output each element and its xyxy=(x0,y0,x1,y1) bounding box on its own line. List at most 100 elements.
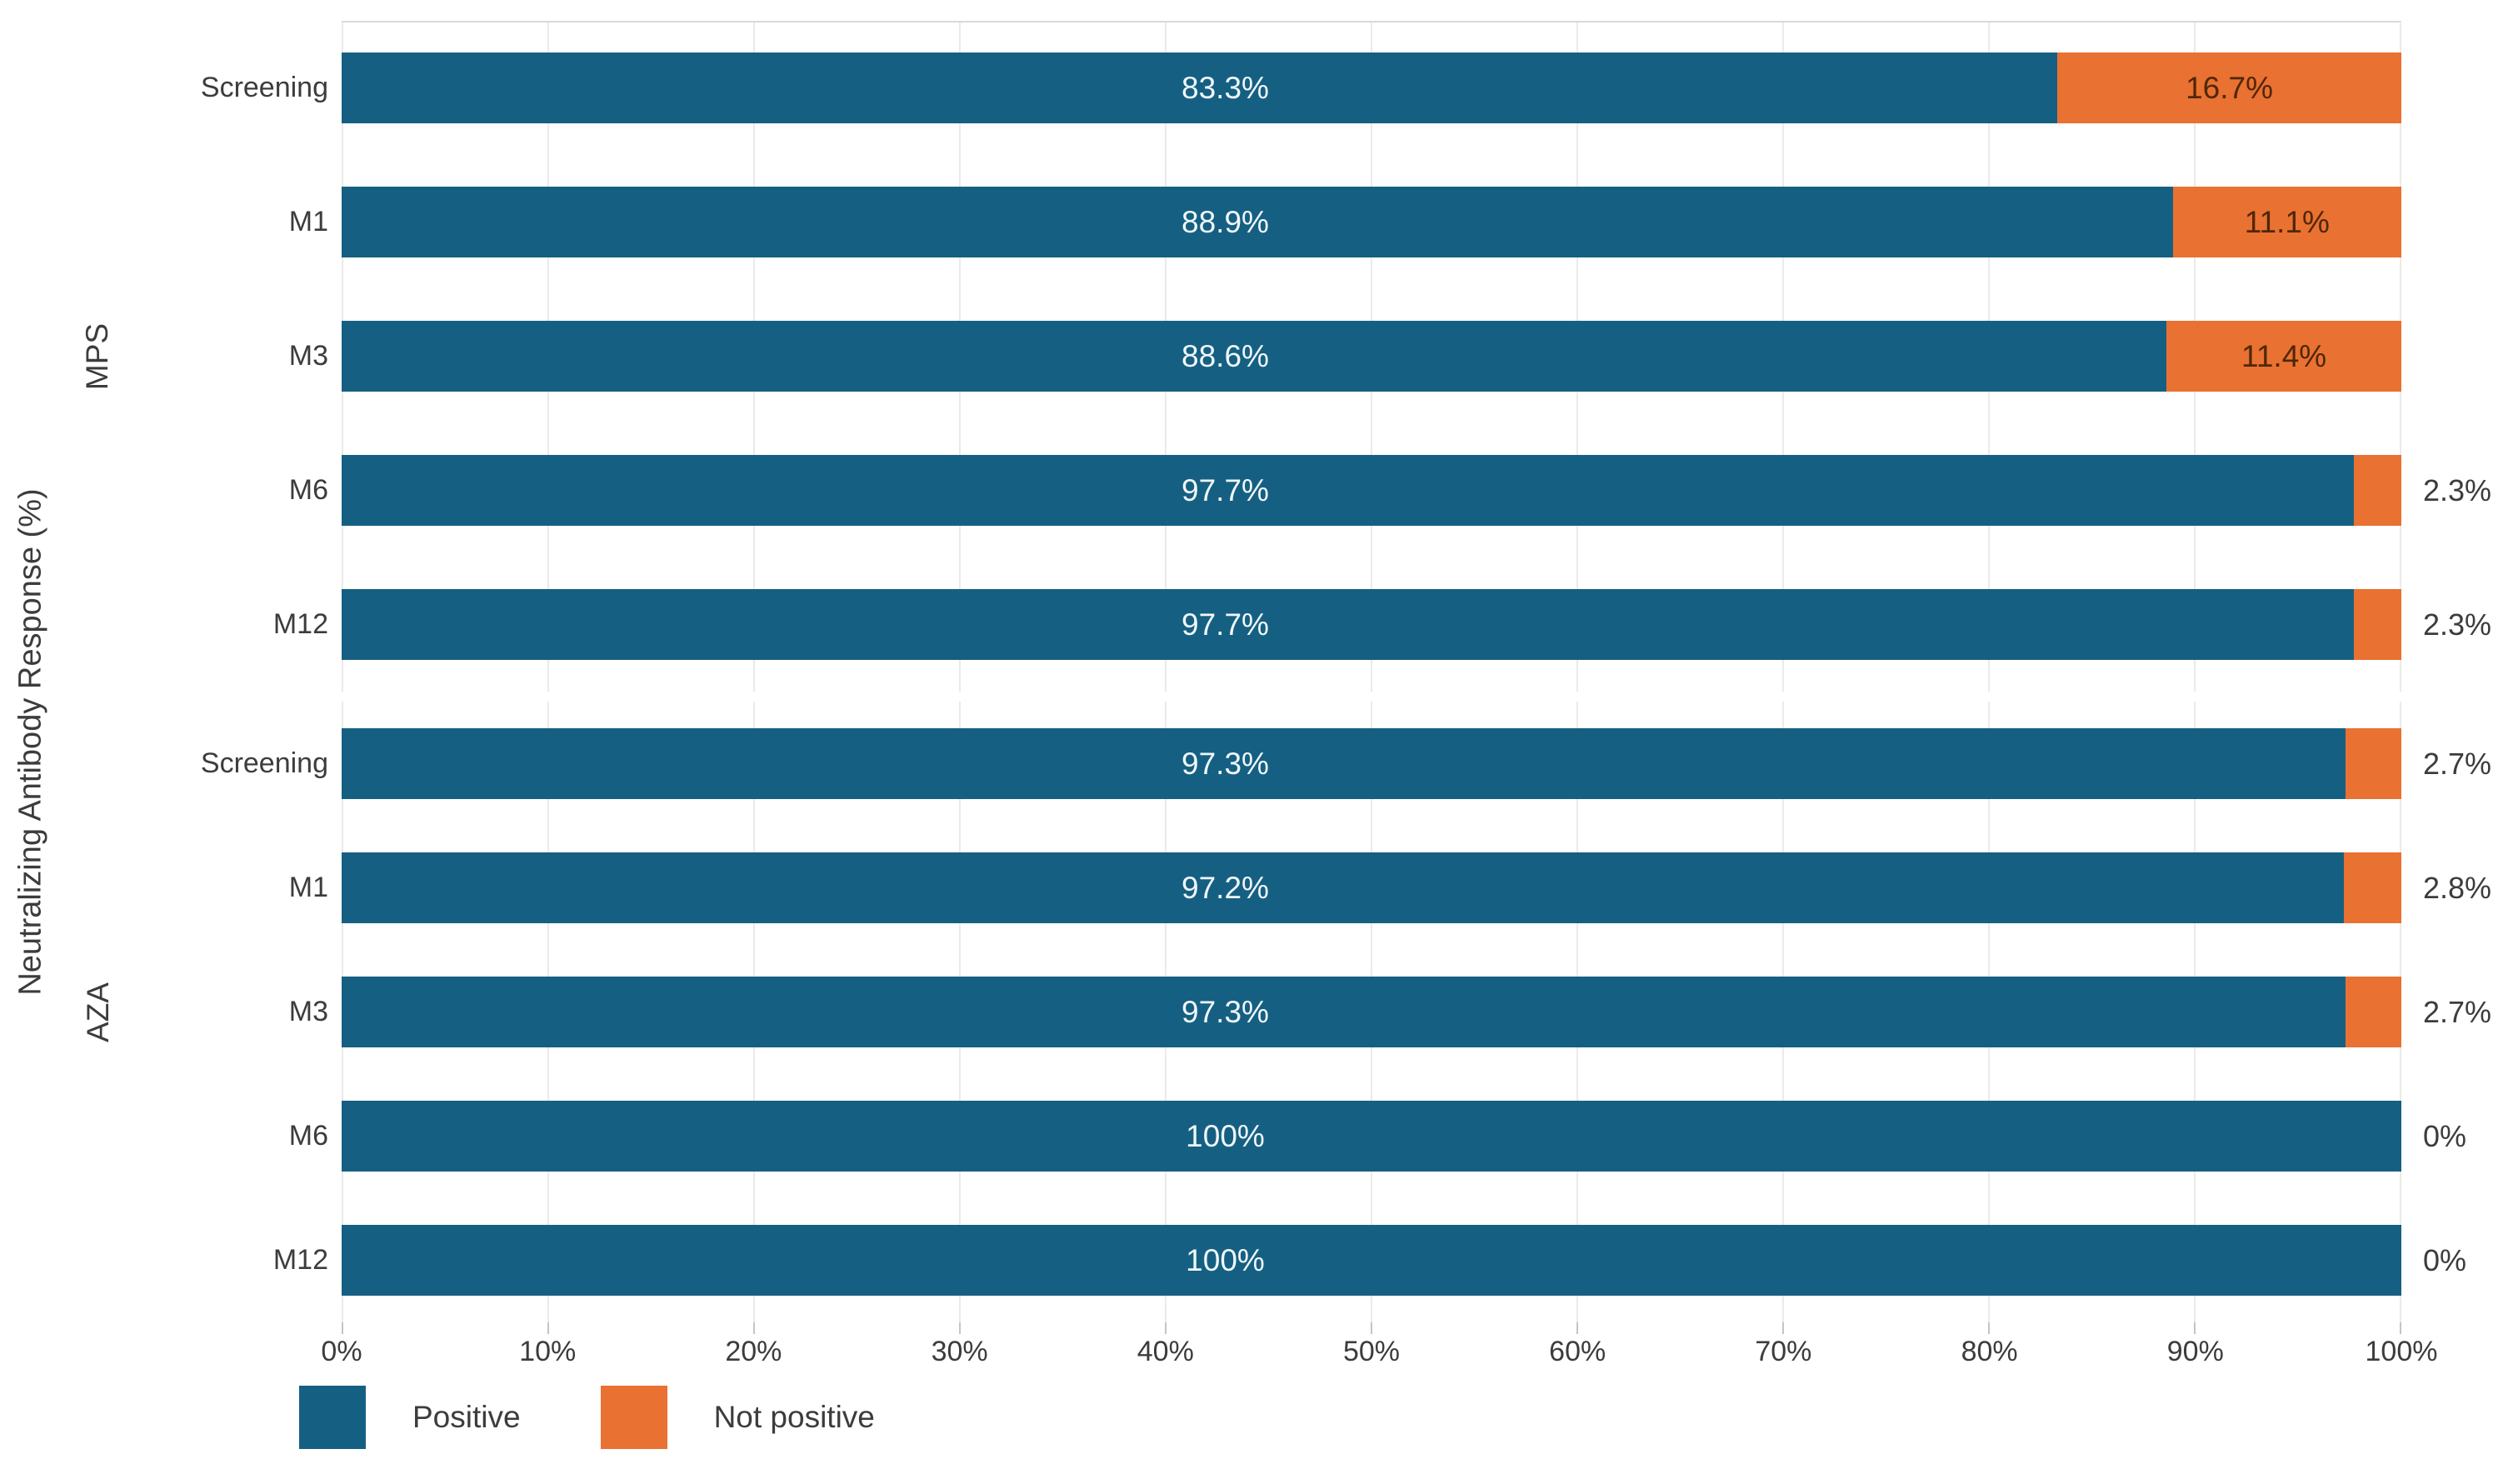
category-label: Screening xyxy=(200,747,328,779)
bar-row: Screening 16.7% 83.3% xyxy=(133,21,2513,155)
category-label: M3 xyxy=(288,340,328,372)
category-label: M3 xyxy=(288,996,328,1027)
stacked-bar[interactable] xyxy=(342,728,2401,799)
legend-label: Not positive xyxy=(713,1400,875,1434)
positive-segment[interactable] xyxy=(342,977,2346,1047)
positive-segment[interactable] xyxy=(342,852,2344,923)
x-tick-label: 20% xyxy=(725,1336,782,1367)
bar-track: 16.7% 83.3% xyxy=(342,21,2401,155)
y-axis-title: Neutralizing Antibody Response (%) xyxy=(13,488,49,996)
not-positive-segment[interactable] xyxy=(2354,455,2401,526)
x-tick-label: 10% xyxy=(519,1336,577,1367)
bar-track: 11.1% 88.9% xyxy=(342,155,2401,289)
outside-value-label: 0% xyxy=(2423,1118,2467,1153)
x-tick-label: 60% xyxy=(1549,1336,1606,1367)
not-positive-swatch-icon xyxy=(600,1386,667,1449)
category-label: M1 xyxy=(288,872,328,903)
x-tick-label: 30% xyxy=(931,1336,988,1367)
legend: Positive Not positive xyxy=(299,1386,2513,1449)
bar-row: M12 97.7% 2.3% xyxy=(133,557,2513,692)
x-tick-label: 50% xyxy=(1342,1336,1401,1367)
not-positive-segment[interactable]: 16.7% xyxy=(2057,52,2401,123)
x-tick-label: 90% xyxy=(2166,1336,2224,1367)
chart-main-area: MPS Screening 16.7% 83.3% M1 11.1% 88 xyxy=(62,0,2513,1484)
panel-aza: AZA Screening 97.3% 2.7% M1 97.2% xyxy=(62,702,2513,1322)
bar-row: M6 100% 0% xyxy=(133,1074,2513,1198)
positive-segment[interactable] xyxy=(342,321,2167,392)
outside-value-label: 2.7% xyxy=(2423,994,2492,1029)
outside-value-label xyxy=(2401,21,2513,155)
not-positive-value-label: 11.4% xyxy=(2241,338,2327,373)
stacked-bar[interactable] xyxy=(342,977,2401,1047)
positive-swatch-icon xyxy=(299,1386,366,1449)
not-positive-segment[interactable] xyxy=(2346,977,2401,1047)
bar-track: 97.7% xyxy=(342,557,2401,692)
category-label: M1 xyxy=(288,206,328,237)
outside-value-label: 2.7% xyxy=(2423,746,2492,781)
bar-row: M12 100% 0% xyxy=(133,1198,2513,1322)
outside-value-label: 0% xyxy=(2423,1242,2467,1277)
group-label-text: MPS xyxy=(80,322,115,390)
bar-track: 100% xyxy=(342,1074,2401,1198)
positive-segment[interactable] xyxy=(342,589,2355,660)
outside-value-label: 2.3% xyxy=(2423,472,2492,507)
not-positive-value-label: 11.1% xyxy=(2244,204,2330,239)
panel-mps: MPS Screening 16.7% 83.3% M1 11.1% 88 xyxy=(62,21,2513,692)
bar-row: M1 11.1% 88.9% xyxy=(133,155,2513,289)
stacked-bar[interactable] xyxy=(342,455,2401,526)
legend-item-not-positive[interactable]: Not positive xyxy=(600,1386,875,1449)
stacked-bar[interactable] xyxy=(342,1225,2401,1296)
x-tick-label: 100% xyxy=(2365,1336,2438,1367)
positive-segment[interactable] xyxy=(342,187,2173,257)
bar-track: 97.3% xyxy=(342,950,2401,1074)
bar-track: 100% xyxy=(342,1198,2401,1322)
x-tick-label: 80% xyxy=(1961,1336,2018,1367)
category-label: M6 xyxy=(288,1120,328,1152)
stacked-bar[interactable] xyxy=(342,1101,2401,1172)
bar-row: M1 97.2% 2.8% xyxy=(133,826,2513,950)
bar-row: M3 97.3% 2.7% xyxy=(133,950,2513,1074)
category-label: M12 xyxy=(272,1244,328,1276)
x-axis-tick-marks xyxy=(342,1322,2401,1334)
not-positive-segment[interactable] xyxy=(2346,728,2401,799)
bar-track: 97.2% xyxy=(342,826,2401,950)
bar-row: Screening 97.3% 2.7% xyxy=(133,702,2513,826)
positive-segment[interactable] xyxy=(342,52,2058,123)
outside-value-label: 2.8% xyxy=(2423,870,2492,905)
y-axis-title-column: Neutralizing Antibody Response (%) xyxy=(0,0,62,1484)
x-tick-label: 40% xyxy=(1137,1336,1194,1367)
not-positive-segment[interactable] xyxy=(2354,589,2401,660)
group-label-column: MPS xyxy=(62,21,133,692)
positive-segment[interactable] xyxy=(342,1225,2401,1296)
outside-value-label xyxy=(2401,155,2513,289)
bar-track: 97.7% xyxy=(342,423,2401,557)
positive-segment[interactable] xyxy=(342,728,2346,799)
group-label-column: AZA xyxy=(62,702,133,1322)
not-positive-segment[interactable]: 11.1% xyxy=(2172,187,2401,257)
not-positive-value-label: 16.7% xyxy=(2186,70,2274,105)
stacked-bar[interactable] xyxy=(342,589,2401,660)
positive-segment[interactable] xyxy=(342,1101,2401,1172)
stacked-bar[interactable]: 11.4% xyxy=(342,321,2401,392)
bar-track: 11.4% 88.6% xyxy=(342,289,2401,423)
category-label: Screening xyxy=(200,72,328,103)
x-axis-tick-labels: 0% 10% 20% 30% 40% 50% 60% 70% 80% 90% 100% xyxy=(321,1336,2437,1374)
stacked-bar[interactable]: 16.7% xyxy=(342,52,2401,123)
bar-row: M6 97.7% 2.3% xyxy=(133,423,2513,557)
positive-segment[interactable] xyxy=(342,455,2355,526)
legend-label: Positive xyxy=(412,1400,521,1434)
category-label: M6 xyxy=(288,474,328,506)
stacked-bar[interactable]: 11.1% xyxy=(342,187,2401,257)
not-positive-segment[interactable]: 11.4% xyxy=(2166,321,2401,392)
stacked-bar[interactable] xyxy=(342,852,2401,923)
bar-track: 97.3% xyxy=(342,702,2401,826)
group-label-text: AZA xyxy=(80,982,115,1042)
legend-item-positive[interactable]: Positive xyxy=(299,1386,521,1449)
outside-value-label: 2.3% xyxy=(2423,607,2492,642)
panel-rows: Screening 97.3% 2.7% M1 97.2% 2.8% M3 xyxy=(133,702,2513,1322)
panel-rows: Screening 16.7% 83.3% M1 11.1% 88.9% M3 xyxy=(133,21,2513,692)
not-positive-segment[interactable] xyxy=(2343,852,2401,923)
x-tick-label: 70% xyxy=(1755,1336,1812,1367)
x-axis: 0% 10% 20% 30% 40% 50% 60% 70% 80% 90% 100% xyxy=(321,1322,2437,1374)
